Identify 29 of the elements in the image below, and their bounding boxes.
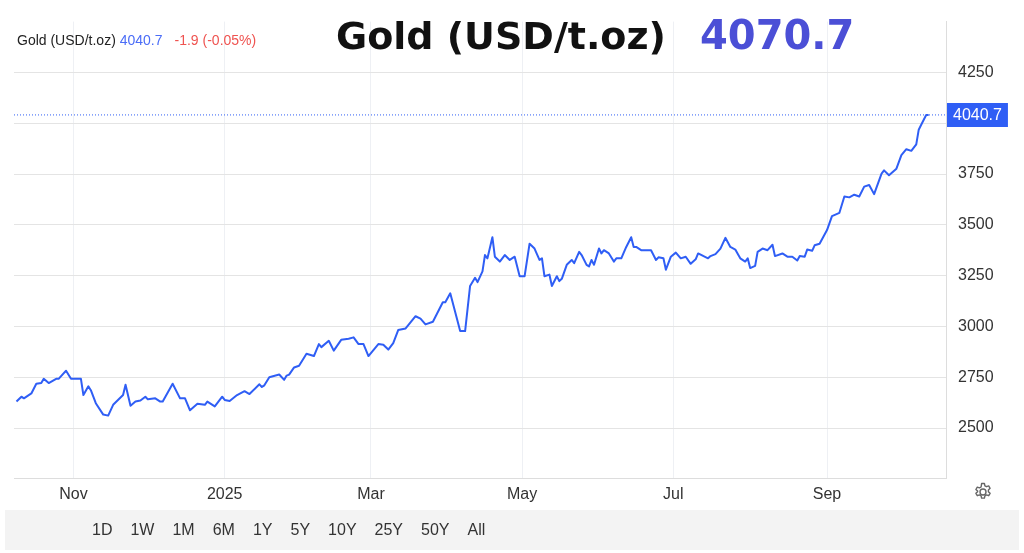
text: Gold (USD/t.oz) xyxy=(17,32,116,48)
text: 5Y xyxy=(289,520,312,540)
x-tick-label: Mar xyxy=(357,484,386,502)
chart-title: Gold (USD/t.oz) xyxy=(336,14,666,58)
annotation: 4070.7 xyxy=(700,12,855,58)
x-tick-label: May xyxy=(507,484,538,502)
y-tick-label: 2750 xyxy=(958,367,994,385)
text: 1W xyxy=(129,520,156,540)
y-tick-label: 3250 xyxy=(958,266,994,284)
text: 1D xyxy=(91,520,114,540)
text: 1M xyxy=(171,520,196,540)
y-tick-label: 3000 xyxy=(958,316,994,334)
x-tick-label: Jul xyxy=(663,484,684,502)
text: All xyxy=(466,520,487,540)
annotation: -1.9 (-0.05%) xyxy=(174,32,257,48)
y-tick-label: 3500 xyxy=(958,215,994,233)
annotation: 4040.7 xyxy=(119,32,163,48)
text: 1Y xyxy=(251,520,274,540)
y-tick-label: 3750 xyxy=(958,164,994,182)
x-tick-label: Nov xyxy=(59,484,88,502)
y-tick-label: 4250 xyxy=(958,62,994,80)
text: 10Y xyxy=(327,520,358,540)
x-tick-label: Sep xyxy=(812,484,842,502)
ref-line-label: 4040.7 xyxy=(953,106,1003,124)
y-tick-label: 2500 xyxy=(958,418,994,436)
x-tick-label: 2025 xyxy=(206,484,243,502)
text: 25Y xyxy=(373,520,404,540)
text: 6M xyxy=(211,520,236,540)
text: 50Y xyxy=(420,520,451,540)
